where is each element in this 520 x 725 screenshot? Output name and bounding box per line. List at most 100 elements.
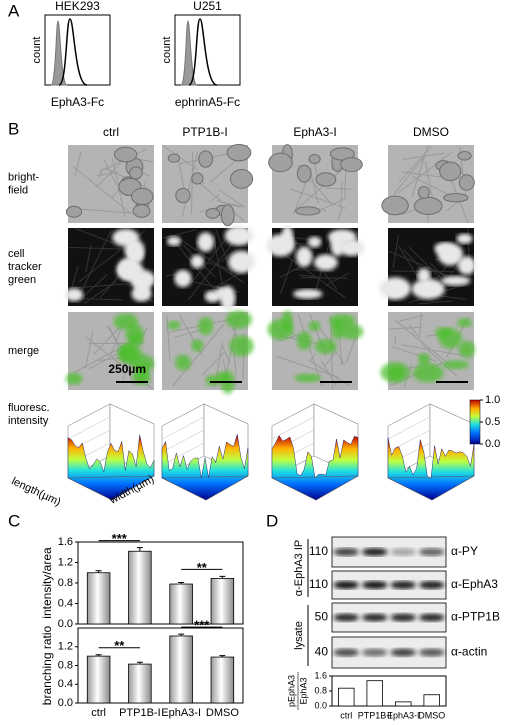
- x-tick-label: EphA3-I: [161, 707, 201, 719]
- surface: [67, 434, 155, 501]
- texture: [324, 187, 353, 190]
- texture: [68, 246, 134, 250]
- plot-title: HEK293: [55, 0, 100, 13]
- error-bar: [219, 575, 226, 579]
- row-label: merge: [8, 345, 39, 357]
- plot-frame: [44, 14, 111, 86]
- texture: [418, 300, 452, 305]
- texture: [174, 329, 204, 338]
- texture: [275, 355, 340, 379]
- cell: [191, 172, 204, 185]
- marker-label: 50: [315, 610, 329, 624]
- error-bar: [95, 654, 102, 657]
- texture: [299, 274, 322, 279]
- cell: [112, 228, 140, 247]
- marker-label: 110: [309, 544, 328, 558]
- row-label: green: [8, 274, 36, 286]
- texture: [77, 230, 112, 300]
- surface-grid: [161, 442, 205, 466]
- colorbar: [469, 399, 481, 445]
- cell: [204, 290, 221, 303]
- cell: [131, 286, 152, 302]
- texture: [201, 351, 225, 376]
- histogram-stained: [58, 18, 88, 86]
- texture: [402, 152, 445, 160]
- antibody-label: α-actin: [451, 645, 487, 659]
- cell: [131, 187, 154, 205]
- micrograph: [65, 312, 155, 390]
- texture: [176, 236, 244, 283]
- cell: [224, 225, 254, 246]
- blot-band: [361, 548, 388, 556]
- bar: [423, 694, 440, 707]
- axis-label: count: [31, 37, 43, 64]
- texture: [212, 270, 245, 290]
- colorbar-tick-label: 1.0: [485, 394, 500, 406]
- texture: [190, 151, 194, 214]
- blot-band: [361, 581, 388, 589]
- texture: [339, 181, 343, 210]
- cell: [205, 374, 221, 386]
- cell: [439, 161, 462, 182]
- blot-band: [333, 648, 360, 657]
- texture: [74, 345, 125, 373]
- cell: [314, 339, 337, 354]
- x-tick-label: PTP1B-I: [119, 707, 161, 719]
- bar: [86, 655, 111, 704]
- cell: [167, 153, 181, 163]
- cell: [339, 323, 364, 340]
- axis-label: count: [161, 37, 173, 64]
- texture: [215, 229, 233, 275]
- blot-band: [390, 581, 417, 589]
- micrograph: [268, 144, 363, 223]
- texture: [323, 272, 338, 290]
- micrograph: [161, 225, 255, 311]
- cell: [438, 328, 462, 349]
- antibody-label: α-PTP1B: [451, 610, 500, 624]
- texture: [98, 166, 104, 179]
- y-tick-label: 1.6: [58, 536, 73, 548]
- colorbar-tick-label: 0.5: [485, 416, 500, 428]
- x-tick-label: EphA3-I: [387, 710, 420, 720]
- cell: [437, 243, 464, 266]
- cell: [113, 313, 138, 330]
- cell: [308, 321, 321, 332]
- error-bar: [178, 633, 185, 636]
- axis-label: fluoresc.: [8, 402, 50, 414]
- column-label: ctrl: [103, 125, 119, 139]
- y-tick-label: 0.0: [58, 618, 73, 630]
- cell: [226, 143, 252, 162]
- texture: [188, 236, 238, 301]
- surface-grid: [271, 416, 315, 440]
- cell: [457, 318, 472, 328]
- surface-floor: [161, 475, 249, 501]
- cell: [266, 234, 295, 257]
- cell: [114, 146, 138, 163]
- y-tick-label: 0.0: [58, 697, 73, 709]
- plot-title: U251: [193, 0, 222, 13]
- cell: [441, 275, 471, 286]
- cell: [296, 164, 312, 183]
- texture: [77, 208, 137, 214]
- cell: [458, 174, 475, 191]
- cell: [338, 239, 365, 256]
- error-bar: [95, 570, 102, 573]
- cell: [229, 168, 254, 189]
- cell: [457, 151, 472, 161]
- cell: [175, 187, 191, 204]
- texture: [166, 315, 171, 362]
- texture: [72, 283, 129, 289]
- cell: [411, 278, 445, 300]
- blot-band: [333, 613, 360, 622]
- x-tick-label: ctrl: [340, 710, 352, 720]
- texture: [176, 244, 222, 299]
- y-tick-label: 0.4: [58, 678, 73, 690]
- micrograph: [64, 227, 156, 306]
- y-tick-label: 0.4: [58, 597, 73, 609]
- texture: [79, 273, 108, 301]
- texture: [408, 324, 420, 338]
- cell: [198, 317, 214, 336]
- texture: [96, 162, 122, 187]
- cell: [167, 320, 181, 330]
